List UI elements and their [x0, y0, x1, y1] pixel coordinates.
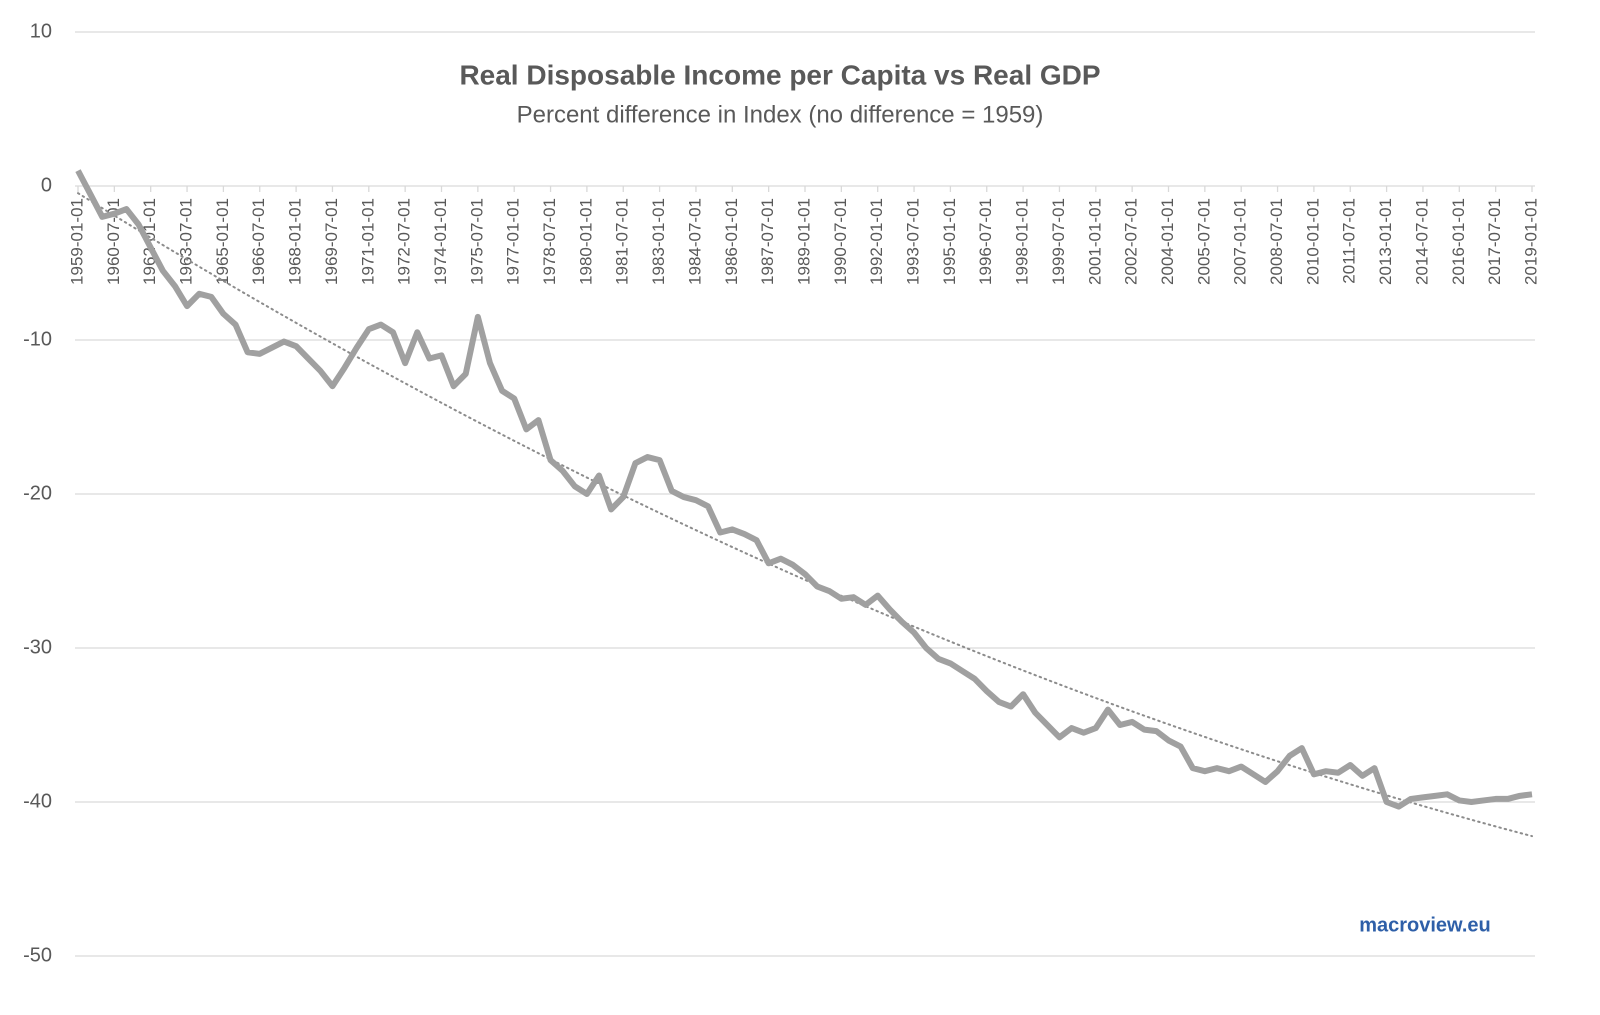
grid: [75, 31, 1535, 957]
chart-title: Real Disposable Income per Capita vs Rea…: [459, 59, 1100, 90]
x-tick-label: 1995-01-01: [940, 198, 959, 285]
x-tick-label: 1992-01-01: [867, 198, 886, 285]
x-tick-label: 2011-07-01: [1340, 198, 1359, 284]
x-tick-label: 2019-01-01: [1521, 198, 1540, 285]
x-tick-label: 1999-07-01: [1049, 198, 1068, 285]
x-tick-label: 1968-01-01: [286, 198, 305, 285]
x-tick-label: 1993-07-01: [904, 198, 923, 285]
y-tick-label: 10: [30, 20, 52, 42]
x-tick-label: 2007-01-01: [1231, 198, 1250, 285]
x-tick-label: 1978-07-01: [540, 198, 559, 285]
x-tick-label: 1963-07-01: [177, 198, 196, 285]
x-tick-label: 1981-07-01: [613, 198, 632, 285]
x-tick-label: 2014-07-01: [1412, 198, 1431, 285]
x-tick-label: 2013-01-01: [1376, 198, 1395, 285]
x-tick-label: 1974-01-01: [431, 198, 450, 285]
x-tick-label: 1977-01-01: [504, 198, 523, 285]
x-tick-label: 1998-01-01: [1013, 198, 1032, 285]
y-tick-label: 0: [41, 174, 52, 196]
x-tick-label: 2005-07-01: [1194, 198, 1213, 285]
x-tick-label: 1989-01-01: [794, 198, 813, 285]
x-tick-label: 1984-07-01: [685, 198, 704, 285]
x-tick-label: 2001-01-01: [1085, 198, 1104, 285]
x-tick-label: 1996-07-01: [976, 198, 995, 285]
x-tick-label: 1986-01-01: [722, 198, 741, 285]
x-tick-label: 1959-01-01: [67, 198, 86, 285]
x-tick-label: 2010-01-01: [1303, 198, 1322, 285]
x-tick-label: 2002-07-01: [1122, 198, 1141, 285]
trendline: [77, 192, 1533, 838]
x-tick-label: 1969-07-01: [322, 198, 341, 285]
x-tick-label: 1990-07-01: [831, 198, 850, 285]
x-tick-label: 2017-07-01: [1485, 198, 1504, 285]
y-tick-label: -10: [23, 328, 52, 350]
y-tick-label: -20: [23, 482, 52, 504]
x-tick-label: 1987-07-01: [758, 198, 777, 285]
data-line: [75, 169, 1533, 810]
y-tick-label: -40: [23, 790, 52, 812]
x-tick-label: 2016-01-01: [1449, 198, 1468, 285]
x-tick-label: 1983-01-01: [649, 198, 668, 285]
x-tick-label: 1971-01-01: [358, 198, 377, 285]
y-tick-label: -50: [23, 944, 52, 966]
x-tick-label: 1975-07-01: [467, 198, 486, 285]
x-tick-label: 2004-01-01: [1158, 198, 1177, 285]
x-tick-label: 1972-07-01: [395, 198, 414, 285]
x-tick-label: 1960-07-01: [104, 198, 123, 285]
source-label: macroview.eu: [1359, 914, 1491, 936]
x-tick-label: 2008-07-01: [1267, 198, 1286, 285]
x-tick-label: 1980-01-01: [576, 198, 595, 285]
x-tick-label: 1965-01-01: [213, 198, 232, 285]
y-tick-label: -30: [23, 636, 52, 658]
x-tick-label: 1966-07-01: [249, 198, 268, 285]
chart-subtitle: Percent difference in Index (no differen…: [517, 101, 1044, 128]
